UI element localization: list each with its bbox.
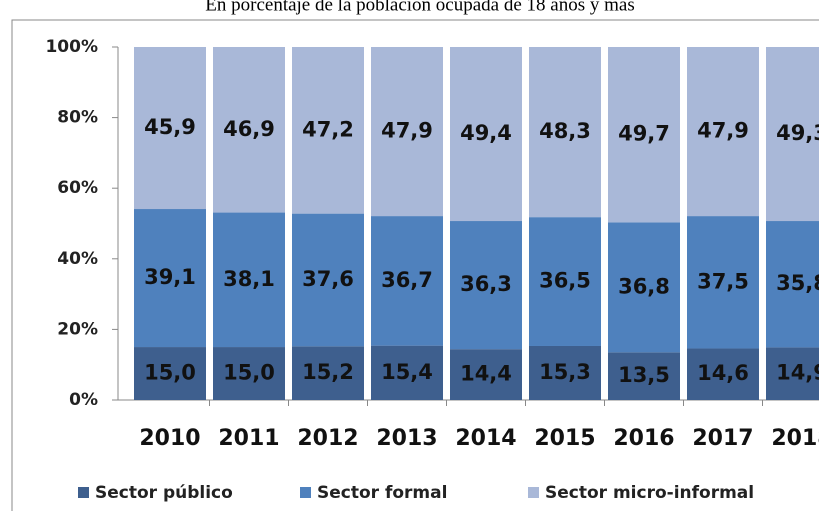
data-label: 49,4 (460, 121, 512, 145)
bar-segment (371, 47, 443, 217)
data-label: 36,8 (618, 274, 670, 298)
bar-segment (371, 216, 443, 346)
chart-frame (11, 19, 819, 511)
data-label: 47,9 (697, 119, 749, 143)
bar-segment (213, 47, 285, 213)
bar-segment (371, 345, 443, 400)
bar-segment (529, 47, 601, 218)
y-tick-label: 0% (69, 390, 98, 410)
data-label: 49,7 (618, 122, 670, 146)
data-label: 46,9 (223, 117, 275, 141)
x-tick-label: 2010 (139, 426, 200, 451)
legend-swatch (78, 487, 89, 498)
x-tick-label: 2015 (534, 426, 595, 451)
chart-title: En porcentaje de la población ocupada de… (205, 0, 634, 15)
y-tick-label: 80% (57, 108, 98, 128)
bar-segment (766, 347, 819, 400)
data-label: 48,3 (539, 119, 591, 143)
bar-segment (450, 221, 522, 350)
legend-label: Sector micro-informal (545, 483, 754, 503)
data-label: 15,2 (302, 360, 354, 384)
bar-segment (687, 216, 759, 349)
data-label: 15,0 (144, 361, 196, 385)
data-label: 47,9 (381, 119, 433, 143)
legend-label: Sector público (95, 483, 233, 503)
legend-swatch (300, 487, 311, 498)
data-label: 37,6 (302, 267, 354, 291)
data-label: 49,3 (776, 121, 819, 145)
legend-swatch (528, 487, 539, 498)
data-label: 15,3 (539, 360, 591, 384)
bar-segment (687, 47, 759, 217)
data-label: 38,1 (223, 267, 275, 291)
bar-segment (450, 47, 522, 222)
bar-segment (292, 346, 364, 400)
data-label: 36,7 (381, 268, 433, 292)
bar-segment (766, 47, 819, 222)
y-tick-label: 40% (57, 249, 98, 269)
y-tick-label: 20% (57, 319, 98, 339)
bar-segment (213, 212, 285, 348)
bar-segment (608, 352, 680, 400)
bar-segment (292, 213, 364, 347)
bar-segment (608, 47, 680, 223)
y-tick-label: 60% (57, 178, 98, 198)
data-label: 14,6 (697, 361, 749, 385)
data-label: 35,8 (776, 271, 819, 295)
x-tick-label: 2011 (218, 426, 279, 451)
y-tick-label: 100% (45, 37, 98, 57)
x-tick-label: 2012 (297, 426, 358, 451)
x-tick-label: 2016 (613, 426, 674, 451)
data-label: 15,0 (223, 361, 275, 385)
data-label: 14,9 (776, 361, 819, 385)
bar-segment (687, 348, 759, 400)
data-label: 36,5 (539, 269, 591, 293)
bar-segment (529, 345, 601, 400)
bar-segment (134, 47, 206, 210)
x-tick-label: 2017 (692, 426, 753, 451)
data-label: 36,3 (460, 272, 512, 296)
bar-segment (213, 347, 285, 400)
data-label: 15,4 (381, 360, 433, 384)
x-tick-label: 2014 (455, 426, 516, 451)
bar-segment (134, 347, 206, 400)
bar-segment (134, 209, 206, 348)
data-label: 47,2 (302, 117, 354, 141)
bar-segment (450, 349, 522, 400)
bar-segment (292, 47, 364, 214)
legend-label: Sector formal (317, 483, 447, 503)
x-tick-label: 2018 (771, 426, 819, 451)
x-tick-label: 2013 (376, 426, 437, 451)
data-label: 39,1 (144, 265, 196, 289)
bar-segment (766, 221, 819, 348)
data-label: 13,5 (618, 363, 670, 387)
data-label: 45,9 (144, 115, 196, 139)
data-label: 14,4 (460, 362, 512, 386)
bar-segment (608, 222, 680, 353)
data-label: 37,5 (697, 269, 749, 293)
bar-segment (529, 217, 601, 346)
